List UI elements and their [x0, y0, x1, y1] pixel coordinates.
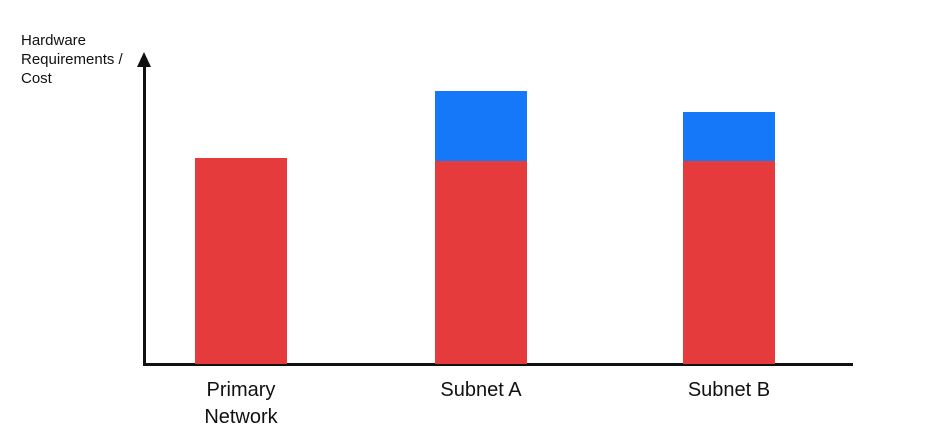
bar-red-segment — [435, 161, 527, 364]
y-axis-arrow-icon — [137, 52, 151, 67]
bar-blue-segment — [683, 112, 775, 162]
y-axis-label: Hardware Requirements / Cost — [21, 32, 123, 87]
category-label: Primary Network — [204, 379, 278, 428]
x-axis-line — [143, 363, 853, 366]
category-label: Subnet A — [440, 379, 522, 401]
y-axis-line — [143, 66, 146, 366]
category-label: Subnet B — [687, 379, 771, 401]
bar-red-segment — [683, 161, 775, 364]
bar-blue-segment — [435, 90, 527, 162]
bar-red-segment — [195, 158, 287, 364]
